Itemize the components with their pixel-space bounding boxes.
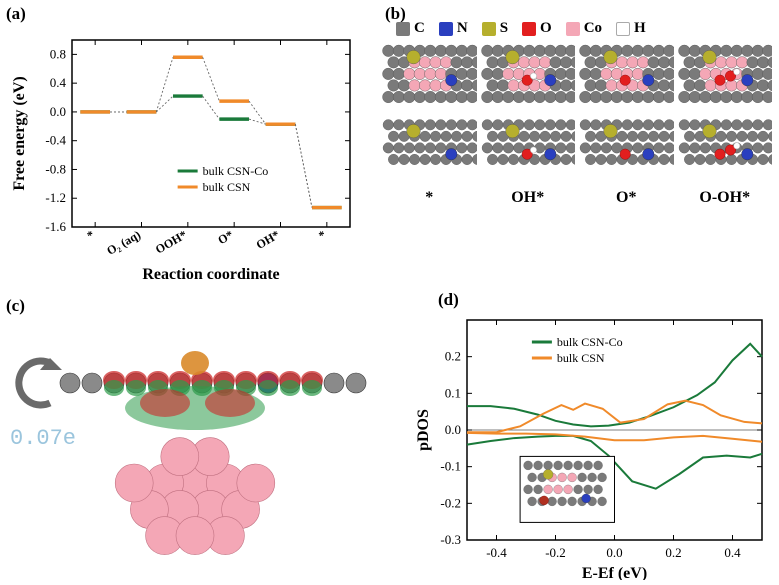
svg-text:0.1: 0.1 <box>445 385 461 400</box>
svg-text:-1.2: -1.2 <box>45 190 66 205</box>
pdos-chart: -0.3 -0.2 -0.1 0.0 0.1 0.2 -0.4 -0.2 0.0 0.2 0.4 E-… <box>412 310 772 580</box>
structures-panel: CNSO Co H *OH*O*O-OH* <box>382 20 772 270</box>
structure-top-OH <box>481 41 576 111</box>
svg-text:0.4: 0.4 <box>724 545 741 560</box>
panel-d-label: (d) <box>438 290 459 310</box>
structure-labels: *OH*O*O-OH* <box>382 189 772 207</box>
structure-top-O <box>579 41 674 111</box>
svg-text:-0.4: -0.4 <box>486 545 507 560</box>
svg-text:OH*: OH* <box>254 227 282 251</box>
charge-density-panel: 0.07e <box>10 308 380 568</box>
structure-side-OH <box>481 115 576 185</box>
svg-text:-0.3: -0.3 <box>440 532 461 547</box>
svg-text:pDOS: pDOS <box>415 409 432 451</box>
legend-item-H: H <box>616 20 646 37</box>
svg-text:O₂ (aq): O₂ (aq) <box>104 227 143 257</box>
structure-col-label: O* <box>579 189 674 207</box>
svg-text:0.8: 0.8 <box>50 46 66 61</box>
svg-text:*: * <box>316 227 328 242</box>
svg-text:bulk CSN: bulk CSN <box>203 180 251 194</box>
svg-text:bulk CSN: bulk CSN <box>557 351 605 365</box>
legend-item-S: S <box>482 20 508 37</box>
svg-text:0.0: 0.0 <box>445 422 461 437</box>
structure-side-OOH <box>678 115 773 185</box>
legend-item-Co: Co <box>566 20 602 37</box>
svg-text:O*: O* <box>215 227 235 247</box>
panel-a-label: (a) <box>6 4 26 24</box>
svg-text:-0.2: -0.2 <box>440 495 461 510</box>
svg-text:0.0: 0.0 <box>50 104 66 119</box>
structure-col-label: O-OH* <box>678 189 773 207</box>
structure-col-label: OH* <box>481 189 576 207</box>
legend-item-C: C <box>396 20 425 37</box>
svg-text:0.2: 0.2 <box>665 545 681 560</box>
structure-grid <box>382 41 772 185</box>
svg-text:OOH*: OOH* <box>153 227 189 256</box>
svg-text:Free energy (eV): Free energy (eV) <box>11 76 28 190</box>
svg-text:0.0: 0.0 <box>606 545 622 560</box>
free-energy-chart: -1.6 -1.2 -0.8 -0.4 0.0 0.4 0.8 * O₂ (aq) OOH* O* O… <box>10 28 365 283</box>
svg-text:-0.4: -0.4 <box>45 133 66 148</box>
svg-text:E-Ef (eV): E-Ef (eV) <box>582 565 647 580</box>
structure-top-OOH <box>678 41 773 111</box>
structure-side-pristine <box>382 115 477 185</box>
structure-side-O <box>579 115 674 185</box>
svg-text:-0.2: -0.2 <box>545 545 566 560</box>
atom-legend: CNSO Co H <box>396 20 772 37</box>
svg-text:-0.8: -0.8 <box>45 161 66 176</box>
svg-text:bulk CSN-Co: bulk CSN-Co <box>203 164 269 178</box>
structure-col-label: * <box>382 189 477 207</box>
structure-top-pristine <box>382 41 477 111</box>
legend-item-O: O <box>522 20 552 37</box>
svg-text:0.2: 0.2 <box>445 349 461 364</box>
charge-transfer-label: 0.07e <box>10 426 76 451</box>
svg-text:0.4: 0.4 <box>50 75 67 90</box>
svg-text:-1.6: -1.6 <box>45 219 66 234</box>
svg-text:bulk CSN-Co: bulk CSN-Co <box>557 335 623 349</box>
svg-text:Reaction coordinate: Reaction coordinate <box>142 266 279 283</box>
legend-item-N: N <box>439 20 468 37</box>
svg-text:-0.1: -0.1 <box>440 459 461 474</box>
svg-text:*: * <box>84 227 96 242</box>
